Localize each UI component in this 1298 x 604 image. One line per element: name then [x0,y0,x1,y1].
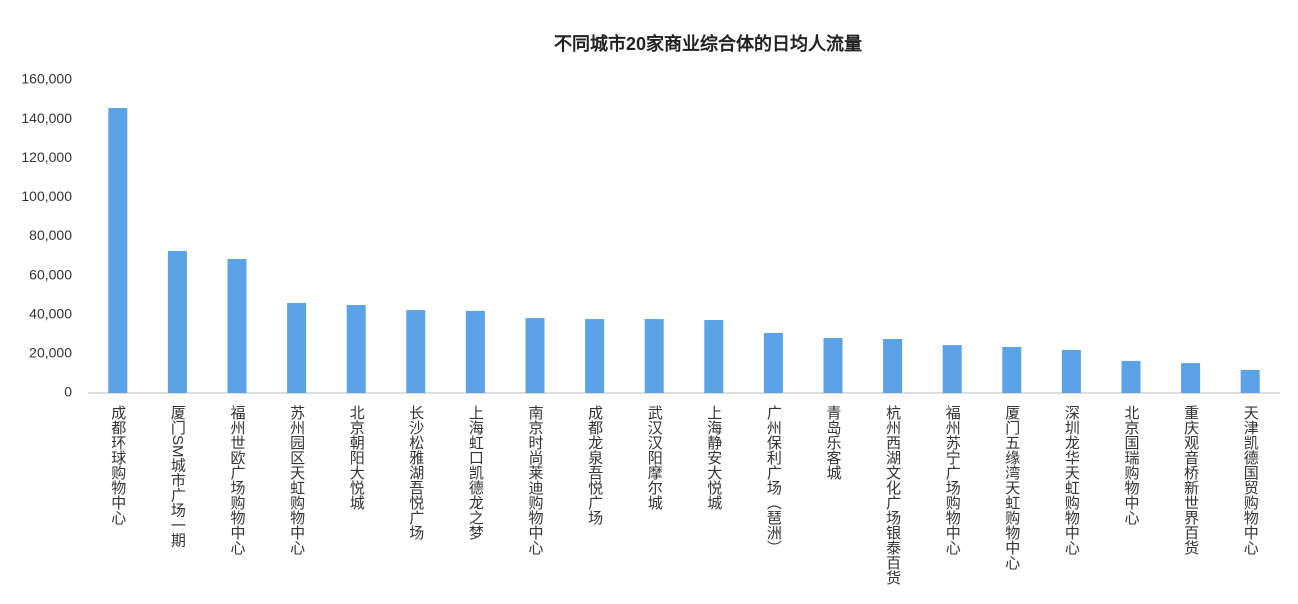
x-tick-label: 深圳龙华天虹购物中心 [1063,405,1080,555]
x-tick-label: 上海虹口凯德龙之梦 [467,405,484,540]
x-tick-label: 上海静安大悦城 [705,405,722,511]
bar [1002,347,1022,393]
x-tick-label: 天津凯德国贸购物中心 [1242,405,1259,555]
y-tick-label: 160,000 [21,71,72,87]
x-tick-label: 杭州西湖文化广场银泰百货 [884,405,901,585]
y-tick-label: 60,000 [29,266,72,282]
bar [1061,349,1081,393]
bar [465,310,485,393]
bar [883,339,903,393]
x-tick-label: 广州保利广场（琶洲） [765,405,782,555]
x-tick-label: 长沙松雅湖吾悦广场 [407,405,424,541]
x-tick-label: 苏州园区天虹购物中心 [288,405,305,555]
bar [644,319,664,393]
y-tick-label: 20,000 [29,345,72,361]
y-tick-label: 100,000 [21,188,72,204]
bar [763,332,783,393]
bar [823,338,843,393]
chart-title: 不同城市20家商业综合体的日均人流量 [554,33,862,54]
x-tick-label: 北京朝阳大悦城 [348,405,365,511]
y-tick-label: 0 [64,384,72,400]
x-tick-label: 重庆观音桥新世界百货 [1182,405,1199,555]
y-tick-label: 120,000 [21,149,72,165]
bar [167,250,187,393]
bar [287,303,307,393]
x-tick-label: 厦门五缘湾天虹购物中心 [1003,405,1020,570]
x-tick-label: 成都环球购物中心 [109,405,126,525]
bar [704,320,724,393]
bar [227,258,247,393]
x-tick-label: 成都龙泉吾悦广场 [586,405,603,526]
x-tick-label: 南京时尚莱迪购物中心 [527,405,544,555]
bar [406,310,426,393]
x-tick-label: 厦门SM城市广场一期 [169,405,186,549]
x-tick-label: 武汉汉阳摩尔城 [646,405,663,511]
bar [585,319,605,393]
y-tick-label: 40,000 [29,305,72,321]
x-tick-label: 青岛乐客城 [825,405,842,481]
x-tick-label: 福州苏宁广场购物中心 [944,405,961,555]
bar [1121,360,1141,393]
bar [1240,369,1260,393]
bar [525,318,545,393]
x-tick-label: 北京国瑞购物中心 [1123,405,1140,525]
bar [108,107,128,394]
bar [942,345,962,393]
bar [1181,363,1201,393]
y-tick-label: 140,000 [21,110,72,126]
x-tick-label: 福州世欧广场购物中心 [229,405,246,555]
bar [346,304,366,393]
y-tick-label: 80,000 [29,227,72,243]
